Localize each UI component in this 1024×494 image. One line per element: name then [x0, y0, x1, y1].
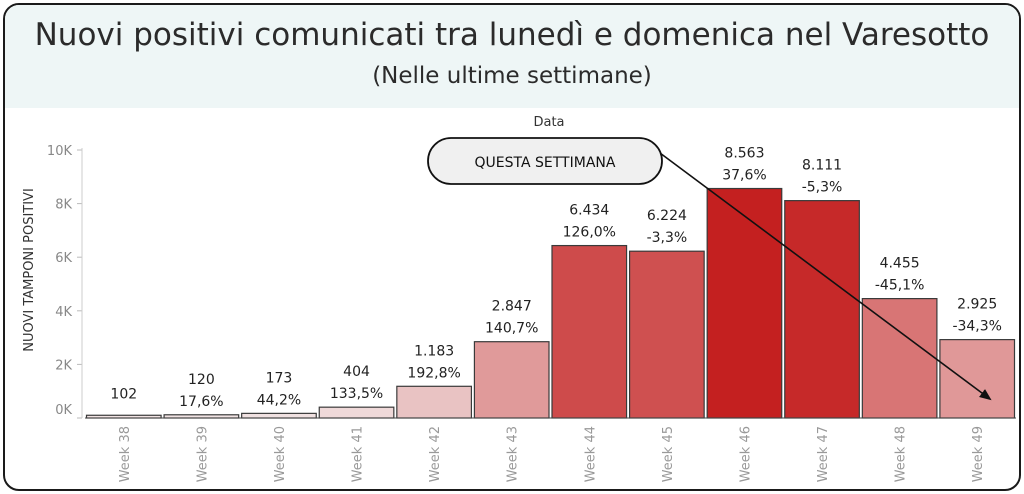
chart-title: Nuovi positivi comunicati tra lunedì e d… [34, 17, 990, 53]
x-tick-label: Week 47 [816, 426, 831, 482]
value-label: 2.847 [492, 299, 532, 315]
value-label: 8.563 [724, 146, 764, 162]
bar-week-44 [551, 244, 628, 419]
y-tick-label: 0K [55, 403, 72, 418]
annotation-box [427, 137, 663, 185]
pct-change-label: 133,5% [330, 386, 383, 402]
pct-change-label: -45,1% [875, 278, 925, 294]
data-labels: 102 120 17,6% 173 44,2% 404 133,5% 1.183 192,8% 2… [110, 146, 1002, 410]
x-tick-label: Week 41 [351, 426, 366, 482]
pct-change-label: 17,6% [179, 394, 223, 410]
x-axis-title: Data [533, 115, 564, 130]
pct-change-label: 140,7% [485, 321, 538, 337]
y-tick-label: 6K [55, 251, 72, 266]
annotation-callout: QUESTA SETTIMANA [427, 137, 663, 185]
pct-change-label: 44,2% [257, 392, 301, 408]
pct-change-label: 126,0% [563, 225, 616, 241]
value-label: 102 [110, 386, 137, 402]
value-label: 404 [343, 364, 370, 380]
x-tick-label: Week 43 [506, 426, 521, 482]
pct-change-label: 37,6% [722, 168, 766, 184]
pct-change-label: -3,3% [647, 230, 688, 246]
x-tick-label: Week 39 [195, 426, 210, 482]
bars [85, 187, 1016, 419]
bar-week-49 [939, 339, 1016, 419]
y-tick-label: 8K [55, 198, 72, 213]
bar-week-46 [706, 187, 783, 419]
value-label: 8.111 [802, 158, 842, 174]
x-tick-label: Week 44 [583, 426, 598, 482]
pct-change-label: 192,8% [407, 365, 460, 381]
value-label: 120 [188, 372, 215, 388]
pct-change-label: -5,3% [802, 180, 843, 196]
y-tick-label: 4K [55, 305, 72, 320]
x-tick-label: Week 40 [273, 426, 288, 482]
chart-header: Nuovi positivi comunicati tra lunedì e d… [5, 5, 1019, 108]
x-tick-label: Week 42 [428, 426, 443, 482]
y-tick-label: 10K [47, 144, 73, 159]
bar-week-48 [861, 298, 938, 419]
bar-week-41 [318, 406, 395, 419]
value-label: 2.925 [957, 297, 997, 313]
annotation-text: QUESTA SETTIMANA [475, 155, 616, 171]
y-axis: 0K 2K 4K 6K 8K 10K [47, 144, 83, 419]
value-label: 1.183 [414, 343, 454, 359]
x-axis: Week 38 Week 39 Week 40 Week 41 Week 42 Week … [85, 417, 1016, 482]
x-tick-label: Week 46 [738, 426, 753, 482]
bar-week-42 [396, 385, 473, 419]
x-tick-label: Week 45 [661, 426, 676, 482]
bar-week-47 [784, 200, 860, 419]
annotation-arrow [659, 152, 992, 401]
x-tick-label: Week 49 [971, 426, 986, 482]
value-label: 4.455 [880, 256, 920, 272]
bar-week-45 [628, 250, 705, 419]
value-label: 6.434 [569, 203, 609, 219]
bar-week-43 [473, 341, 550, 419]
y-axis-title: NUOVI TAMPONI POSITIVI [22, 188, 37, 352]
value-label: 173 [266, 370, 293, 386]
pct-change-label: -34,3% [952, 319, 1002, 335]
x-tick-label: Week 38 [118, 426, 133, 482]
chart-subtitle: (Nelle ultime settimane) [372, 63, 652, 89]
x-tick-label: Week 48 [894, 426, 909, 482]
y-tick-label: 2K [55, 358, 72, 373]
bar-week-40 [241, 412, 317, 419]
value-label: 6.224 [647, 208, 687, 224]
